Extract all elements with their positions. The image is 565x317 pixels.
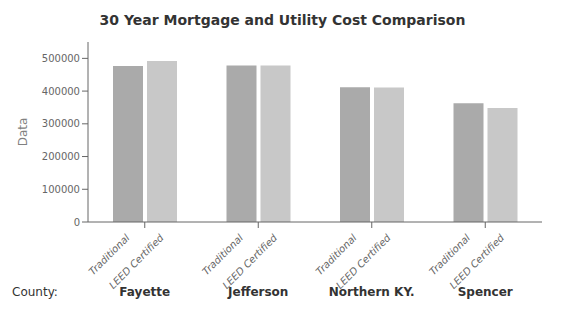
svg-text:200000: 200000 bbox=[42, 151, 80, 162]
svg-text:100000: 100000 bbox=[42, 184, 80, 195]
svg-text:Fayette: Fayette bbox=[119, 285, 170, 299]
svg-text:LEED Certified: LEED Certified bbox=[107, 232, 166, 291]
svg-text:LEED Certified: LEED Certified bbox=[334, 232, 393, 291]
svg-text:0: 0 bbox=[74, 217, 80, 228]
svg-text:Traditional: Traditional bbox=[200, 232, 246, 278]
svg-text:County:: County: bbox=[12, 285, 58, 299]
svg-text:Jefferson: Jefferson bbox=[227, 285, 288, 299]
svg-text:400000: 400000 bbox=[42, 86, 80, 97]
html-text:30 Year Mortgage and Utility C: 30 Year Mortgage and Utility Cost Compar… bbox=[99, 12, 466, 28]
svg-text:Traditional: Traditional bbox=[427, 232, 473, 278]
svg-text:Traditional: Traditional bbox=[86, 232, 132, 278]
svg-text:LEED Certified: LEED Certified bbox=[447, 232, 506, 291]
svg-text:Data: Data bbox=[16, 118, 30, 147]
svg-text:300000: 300000 bbox=[42, 118, 80, 129]
svg-text:Spencer: Spencer bbox=[458, 285, 513, 299]
svg-text:LEED Certified: LEED Certified bbox=[220, 232, 279, 291]
svg-text:500000: 500000 bbox=[42, 53, 80, 64]
svg-text:Traditional: Traditional bbox=[313, 232, 359, 278]
svg-text:Northern KY.: Northern KY. bbox=[329, 285, 415, 299]
